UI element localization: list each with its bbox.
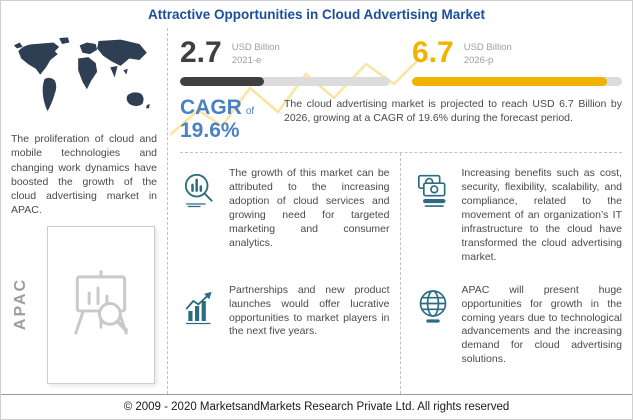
insight-partnerships: Partnerships and new product launches wo… (180, 284, 390, 388)
footer: © 2009 - 2020 MarketsandMarkets Research… (1, 394, 632, 419)
world-map (13, 37, 150, 112)
presentation-magnifier-icon (74, 270, 129, 335)
cagr-of-label: of (245, 106, 255, 117)
cagr-block: CAGR of 19.6% (180, 96, 272, 142)
stat-2021-labels: USD Billion 2021-e (232, 38, 280, 68)
copyright-text: © 2009 - 2020 MarketsandMarkets Research… (123, 401, 510, 413)
stat-2026-labels: USD Billion 2026-p (464, 38, 512, 68)
region-summary-text: The proliferation of cloud and mobile te… (11, 133, 157, 217)
insight-text: The growth of this market can be attribu… (229, 167, 390, 249)
stat-2021: 2.7 USD Billion 2021-e (180, 38, 390, 86)
insight-text: APAC will present huge opportunities for… (461, 283, 623, 366)
content-area: The proliferation of cloud and mobile te… (1, 28, 632, 394)
insight-benefits: Increasing benefits such as cost, securi… (413, 167, 623, 271)
year-label-2026: 2026-p (463, 55, 494, 67)
stat-2026: 6.7 USD Billion 2026-p (412, 38, 622, 86)
projection-text: The cloud advertising market is projecte… (284, 98, 622, 125)
growth-chart-icon (180, 284, 220, 333)
insight-text: Increasing benefits such as cost, securi… (461, 167, 623, 263)
market-value-2026: 6.7 (412, 36, 454, 69)
page-title: Attractive Opportunities in Cloud Advert… (147, 7, 486, 22)
money-benefits-icon (413, 167, 453, 216)
bar-fill-2021 (180, 77, 264, 86)
unit-label-2021: USD Billion (231, 42, 280, 53)
insights-grid: The growth of this market can be attribu… (180, 153, 622, 394)
market-size-stats: 2.7 USD Billion 2021-e 6.7 USD B (180, 38, 622, 86)
horizontal-divider (180, 152, 622, 154)
bar-track-2026 (412, 77, 622, 86)
right-panel: 2.7 USD Billion 2021-e 6.7 USD B (168, 28, 632, 394)
year-label-2021: 2021-e (231, 55, 262, 67)
analytics-search-icon (180, 167, 220, 216)
insight-cloud-adoption: The growth of this market can be attribu… (180, 167, 390, 271)
cagr-label: CAGR (180, 96, 242, 119)
region-callout: APAC (11, 222, 157, 386)
insights-left-column: The growth of this market can be attribu… (180, 153, 400, 394)
cagr-row: CAGR of 19.6% The cloud advertising mark… (180, 96, 622, 142)
left-panel: The proliferation of cloud and mobile te… (1, 28, 168, 394)
cagr-value: 19.6% (180, 119, 240, 143)
unit-label-2026: USD Billion (463, 42, 512, 53)
insights-right-column: Increasing benefits such as cost, securi… (399, 153, 623, 394)
bar-track-2021 (180, 77, 390, 86)
presentation-board-box (47, 225, 155, 384)
insight-text: Partnerships and new product launches wo… (229, 283, 390, 338)
bar-fill-2026 (412, 77, 608, 86)
market-value-2021: 2.7 (180, 36, 222, 69)
insight-apac-growth: APAC will present huge opportunities for… (413, 283, 623, 388)
globe-icon (413, 284, 453, 333)
region-label: APAC (12, 277, 29, 330)
